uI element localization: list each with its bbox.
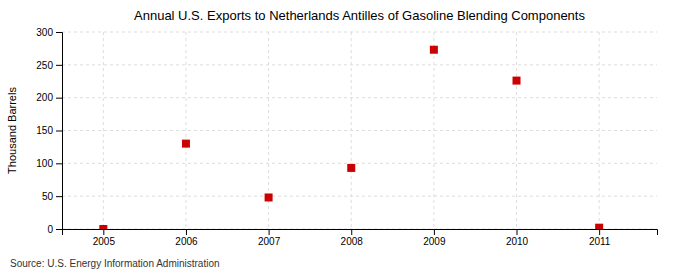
y-axis-label: Thousand Barrels (6, 87, 18, 174)
tick-label: 2006 (175, 236, 198, 247)
tick: 100 (36, 158, 62, 169)
tick: 50 (42, 191, 62, 202)
tick: 150 (36, 125, 62, 136)
tick-label: 2009 (423, 236, 446, 247)
axis-line (56, 33, 63, 230)
tick-mark (56, 98, 62, 99)
tick-mark (517, 229, 518, 235)
tick-mark (56, 131, 62, 132)
grid-line-y (62, 196, 657, 197)
point (513, 77, 521, 85)
tick-label: 250 (36, 60, 53, 71)
points (99, 46, 603, 229)
y-axis: 0 50 100 150 200 250 300 (36, 27, 62, 235)
grid-line-y (62, 64, 657, 65)
plot: 2005 2006 2007 2008 2009 2010 2011 0 50 100 150 200… (36, 27, 657, 247)
point (430, 46, 438, 54)
axis-line (63, 230, 658, 236)
tick-mark (103, 229, 104, 235)
point (595, 224, 603, 229)
tick-label: 300 (36, 27, 53, 38)
tick: 2007 (258, 229, 281, 247)
tick: 300 (36, 27, 62, 38)
tick: 2005 (93, 229, 116, 247)
tick-label: 150 (36, 125, 53, 136)
title: Annual U.S. Exports to Netherlands Antil… (134, 8, 585, 23)
grid-line-y (62, 163, 657, 164)
tick-label: 2008 (341, 236, 364, 247)
grid (62, 32, 657, 229)
point (347, 164, 355, 172)
tick-mark (56, 65, 62, 66)
x-axis: 2005 2006 2007 2008 2009 2010 2011 (63, 229, 658, 247)
tick-mark (56, 229, 62, 230)
tick-label: 100 (36, 158, 53, 169)
tick-mark (56, 32, 62, 33)
tick-label: 2010 (506, 236, 529, 247)
tick: 2009 (423, 229, 446, 247)
tick: 2011 (589, 229, 611, 247)
point (182, 140, 190, 148)
grid-line-y (62, 97, 657, 98)
point (265, 193, 273, 201)
tick-label: 2011 (589, 236, 611, 247)
tick-label: 0 (47, 224, 53, 235)
tick-mark (56, 196, 62, 197)
grid-line-x (433, 32, 434, 229)
point (99, 225, 107, 229)
tick-label: 200 (36, 92, 53, 103)
tick-mark (56, 163, 62, 164)
grid-line-x (599, 32, 600, 229)
grid-line-y (62, 32, 657, 33)
tick: 0 (47, 224, 62, 235)
tick-mark (186, 229, 187, 235)
grid-line-y (62, 130, 657, 131)
tick-label: 2005 (93, 236, 116, 247)
tick-mark (269, 229, 270, 235)
grid-line-x (351, 32, 352, 229)
grid-line-x (103, 32, 104, 229)
tick: 2010 (506, 229, 529, 247)
tick: 200 (36, 92, 62, 103)
tick: 2008 (341, 229, 364, 247)
tick: 250 (36, 60, 62, 71)
tick: 2006 (175, 229, 198, 247)
source: Source: U.S. Energy Information Administ… (10, 258, 220, 269)
tick-mark (599, 229, 600, 235)
tick-mark (434, 229, 435, 235)
tick-label: 50 (42, 191, 54, 202)
chart: 2005 2006 2007 2008 2009 2010 2011 0 50 100 150 200… (0, 0, 675, 275)
tick-label: 2007 (258, 236, 281, 247)
grid-line-x (185, 32, 186, 229)
tick-mark (351, 229, 352, 235)
grid-line-x (516, 32, 517, 229)
